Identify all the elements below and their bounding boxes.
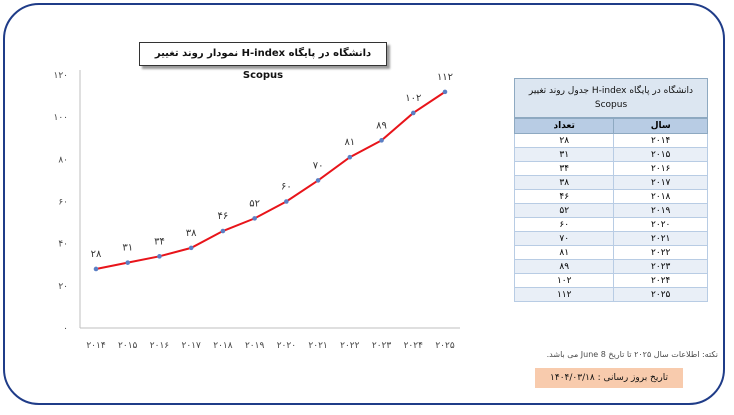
table-cell-count: ۱۰۲ bbox=[513, 273, 615, 288]
y-tick-label: ۴۰ bbox=[58, 240, 68, 250]
table-row: ۱۰۲ ۲۰۲۴ bbox=[513, 273, 708, 288]
table-cell-count: ۵۲ bbox=[513, 203, 615, 218]
x-tick-label: ۲۰۱۹ bbox=[245, 341, 265, 351]
x-tick-label: ۲۰۲۵ bbox=[435, 341, 455, 351]
table-cell-count: ۷۰ bbox=[513, 231, 615, 246]
y-tick-label: ۸۰ bbox=[58, 155, 68, 165]
table-row: ۱۱۲ ۲۰۲۵ bbox=[513, 287, 708, 302]
data-label: ۶۰ bbox=[281, 182, 292, 193]
data-label: ۸۹ bbox=[376, 120, 387, 131]
table-cell-count: ۳۱ bbox=[513, 147, 615, 162]
table-row: ۳۱ ۲۰۱۵ bbox=[513, 147, 708, 162]
update-date-badge: تاریخ بروز رسانی : ۱۴۰۴/۰۳/۱۸ bbox=[535, 368, 683, 388]
table-row: ۶۰ ۲۰۲۰ bbox=[513, 217, 708, 232]
data-label: ۳۱ bbox=[122, 243, 133, 254]
table-cell-year: ۲۰۱۵ bbox=[613, 147, 708, 162]
data-label: ۸۱ bbox=[344, 137, 355, 148]
table-cell-count: ۶۰ bbox=[513, 217, 615, 232]
series-line bbox=[95, 91, 446, 270]
table-header-year: سال bbox=[613, 118, 708, 134]
y-tick-label: ۱۰۰ bbox=[53, 113, 68, 123]
data-table: تعداد سال ۲۸ ۲۰۱۴ ۳۱ ۲۰۱۵ ۳۴ ۲۰۱۶ ۳۸ ۲۰۱۷ ۴۶ ۲۰۱۸… bbox=[513, 118, 708, 302]
data-point bbox=[284, 199, 289, 204]
data-label: ۱۰۲ bbox=[405, 93, 421, 104]
table-cell-count: ۳۴ bbox=[513, 161, 615, 176]
x-tick-label: ۲۰۱۶ bbox=[150, 341, 170, 351]
table-cell-year: ۲۰۱۹ bbox=[613, 203, 708, 218]
data-point bbox=[157, 254, 162, 259]
x-tick-label: ۲۰۲۳ bbox=[372, 341, 392, 351]
data-table-panel: جدول روند تغییر H-index دانشگاه در پایگا… bbox=[513, 78, 708, 302]
table-cell-year: ۲۰۲۳ bbox=[613, 259, 708, 274]
table-cell-year: ۲۰۱۷ bbox=[613, 175, 708, 190]
table-cell-year: ۲۰۱۸ bbox=[613, 189, 708, 204]
table-cell-year: ۲۰۲۰ bbox=[613, 217, 708, 232]
data-point bbox=[252, 216, 257, 221]
data-label: ۱۱۲ bbox=[437, 72, 453, 83]
data-point bbox=[410, 110, 416, 116]
table-cell-year: ۲۰۲۴ bbox=[613, 273, 708, 288]
data-label: ۵۲ bbox=[249, 198, 260, 209]
data-point bbox=[347, 154, 353, 160]
data-label: ۳۸ bbox=[186, 228, 197, 239]
data-point bbox=[125, 260, 131, 265]
table-cell-count: ۳۸ bbox=[513, 175, 615, 190]
y-tick-label: ۰ bbox=[63, 324, 68, 334]
table-cell-year: ۲۰۲۱ bbox=[613, 231, 708, 246]
x-tick-label: ۲۰۱۷ bbox=[182, 341, 202, 351]
table-title: جدول روند تغییر H-index دانشگاه در پایگا… bbox=[514, 78, 708, 118]
table-cell-year: ۲۰۲۵ bbox=[613, 287, 708, 302]
data-point bbox=[188, 245, 194, 251]
table-row: ۳۴ ۲۰۱۶ bbox=[513, 161, 708, 176]
table-cell-year: ۲۰۲۲ bbox=[613, 245, 708, 260]
table-cell-count: ۸۱ bbox=[513, 245, 615, 260]
table-row: ۲۸ ۲۰۱۴ bbox=[513, 133, 708, 148]
y-tick-label: ۲۰ bbox=[58, 282, 68, 292]
y-tick-label: ۱۲۰ bbox=[53, 71, 68, 81]
data-point bbox=[379, 138, 384, 143]
table-cell-count: ۱۱۲ bbox=[513, 287, 615, 302]
y-tick-label: ۶۰ bbox=[58, 198, 68, 208]
table-row: ۸۱ ۲۰۲۲ bbox=[513, 245, 708, 260]
x-tick-label: ۲۰۲۱ bbox=[308, 341, 327, 351]
note-text: نکته: اطلاعات سال ۲۰۲۵ تا تاریخ June 8 م… bbox=[546, 350, 718, 359]
table-row: ۴۶ ۲۰۱۸ bbox=[513, 189, 708, 204]
data-label: ۴۶ bbox=[218, 211, 229, 222]
data-label: ۳۴ bbox=[154, 236, 165, 247]
data-label: ۷۰ bbox=[313, 160, 324, 171]
x-tick-label: ۲۰۱۸ bbox=[213, 341, 233, 351]
x-tick-label: ۲۰۲۲ bbox=[340, 341, 360, 351]
table-row: ۵۲ ۲۰۱۹ bbox=[513, 203, 708, 218]
table-header-count: تعداد bbox=[513, 118, 615, 134]
table-row: ۷۰ ۲۰۲۱ bbox=[513, 231, 708, 246]
table-cell-count: ۸۹ bbox=[513, 259, 615, 274]
table-cell-count: ۲۸ bbox=[513, 133, 615, 148]
data-point bbox=[93, 266, 99, 272]
table-row: ۳۸ ۲۰۱۷ bbox=[513, 175, 708, 190]
data-point bbox=[442, 89, 448, 95]
table-cell-count: ۴۶ bbox=[513, 189, 615, 204]
chart-title: نمودار روند تغییر H-index دانشگاه در پای… bbox=[139, 42, 387, 81]
data-point bbox=[220, 228, 226, 234]
x-tick-label: ۲۰۲۰ bbox=[277, 341, 296, 351]
data-point bbox=[315, 178, 321, 183]
table-cell-year: ۲۰۱۶ bbox=[613, 161, 708, 176]
table-row: ۸۹ ۲۰۲۳ bbox=[513, 259, 708, 274]
table-cell-year: ۲۰۱۴ bbox=[613, 133, 708, 148]
x-tick-label: ۲۰۱۴ bbox=[86, 341, 106, 351]
data-label: ۲۸ bbox=[91, 249, 102, 260]
x-tick-label: ۲۰۱۵ bbox=[118, 341, 138, 351]
x-tick-label: ۲۰۲۴ bbox=[404, 341, 424, 351]
